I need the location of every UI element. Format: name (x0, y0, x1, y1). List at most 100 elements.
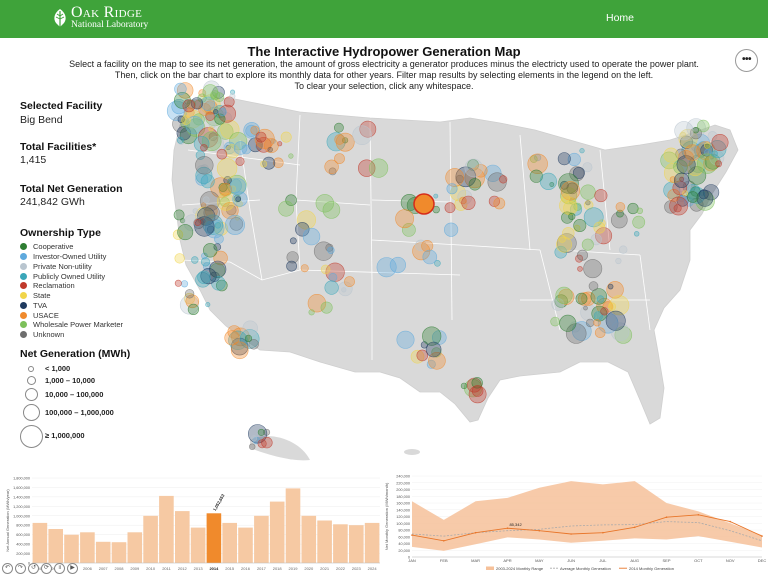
facility-marker[interactable] (177, 224, 194, 241)
facility-marker[interactable] (692, 126, 699, 134)
redo-icon[interactable]: ↷ (15, 563, 26, 574)
pause-icon[interactable]: ॥ (54, 563, 65, 574)
facility-marker[interactable] (224, 330, 240, 346)
facility-marker[interactable] (214, 92, 225, 103)
facility-marker[interactable] (673, 204, 682, 213)
facility-marker[interactable] (632, 215, 646, 229)
facility-marker[interactable] (460, 382, 468, 390)
facility-marker[interactable] (369, 158, 389, 178)
facility-marker[interactable] (598, 219, 606, 227)
facility-marker[interactable] (607, 283, 614, 290)
annual-bar[interactable] (285, 488, 301, 563)
facility-marker[interactable] (200, 257, 211, 267)
facility-marker[interactable] (223, 96, 235, 108)
facility-marker[interactable] (609, 295, 630, 316)
facility-marker[interactable] (197, 270, 211, 284)
facility-marker[interactable] (576, 249, 588, 261)
facility-marker[interactable] (696, 153, 718, 174)
annual-bar[interactable] (143, 515, 158, 563)
facility-marker[interactable] (444, 222, 459, 237)
facility-marker[interactable] (673, 172, 690, 189)
facility-marker[interactable] (209, 260, 227, 278)
facility-marker[interactable] (618, 245, 628, 254)
ownership-legend-item[interactable]: Wholesale Power Marketer (20, 320, 123, 330)
facility-marker[interactable] (230, 89, 236, 95)
annual-bar[interactable] (317, 520, 332, 564)
facility-marker[interactable] (288, 153, 294, 159)
facility-marker[interactable] (559, 314, 577, 332)
facility-marker[interactable] (229, 93, 236, 100)
facility-marker[interactable] (174, 253, 185, 264)
facility-marker[interactable] (334, 134, 345, 145)
size-legend-circle-2[interactable] (27, 376, 36, 385)
facility-marker[interactable] (446, 183, 458, 195)
annual-bar[interactable] (127, 532, 143, 563)
facility-marker[interactable] (255, 131, 267, 143)
ornl-logo[interactable]: Oak Ridge National Laboratory (52, 5, 148, 31)
selected-facility-marker[interactable] (413, 193, 435, 215)
facility-marker[interactable] (197, 93, 207, 103)
facility-marker[interactable] (295, 222, 310, 237)
facility-marker[interactable] (674, 121, 694, 141)
annual-bar[interactable] (111, 542, 127, 563)
facility-marker[interactable] (610, 322, 630, 342)
size-legend-circle-3[interactable] (25, 388, 38, 401)
facility-marker[interactable] (205, 219, 225, 239)
facility-marker[interactable] (278, 200, 294, 217)
facility-marker[interactable] (703, 142, 711, 149)
facility-marker[interactable] (200, 96, 215, 111)
facility-marker[interactable] (286, 251, 299, 264)
facility-marker[interactable] (697, 119, 710, 133)
facility-marker[interactable] (195, 156, 214, 175)
year-monthly-point[interactable] (633, 526, 636, 529)
facility-marker[interactable] (533, 154, 542, 162)
annual-bar[interactable] (175, 511, 190, 563)
facility-marker[interactable] (180, 280, 189, 288)
facility-marker[interactable] (606, 281, 624, 299)
facility-marker[interactable] (216, 279, 228, 292)
annual-bar[interactable] (48, 529, 63, 563)
facility-marker[interactable] (579, 148, 585, 154)
year-monthly-line[interactable] (411, 514, 763, 542)
facility-marker[interactable] (194, 219, 202, 227)
facility-marker[interactable] (615, 257, 622, 265)
facility-marker[interactable] (698, 189, 709, 200)
year-monthly-point[interactable] (729, 520, 731, 523)
facility-marker[interactable] (627, 202, 639, 215)
year-monthly-point[interactable] (665, 516, 668, 518)
facility-marker[interactable] (174, 279, 182, 287)
facility-marker[interactable] (571, 321, 592, 341)
annual-bar[interactable] (254, 515, 269, 563)
facility-marker[interactable] (235, 196, 241, 202)
facility-marker[interactable] (581, 238, 594, 251)
revert-icon[interactable]: ↺ (28, 563, 39, 574)
facility-marker[interactable] (206, 225, 215, 234)
monthly-generation-area-chart[interactable]: 0 20,000 40,000 60,000 80,000 100,000 120,000 1… (382, 470, 768, 576)
facility-marker[interactable] (285, 194, 297, 206)
facility-marker[interactable] (320, 301, 333, 314)
facility-marker[interactable] (208, 120, 217, 129)
facility-marker[interactable] (257, 439, 267, 449)
facility-marker[interactable] (669, 196, 689, 216)
facility-marker[interactable] (198, 89, 207, 97)
facility-marker[interactable] (529, 169, 543, 183)
facility-marker[interactable] (250, 435, 258, 442)
facility-marker[interactable] (232, 191, 248, 207)
facility-marker[interactable] (425, 341, 442, 358)
facility-marker[interactable] (422, 249, 438, 265)
facility-marker[interactable] (590, 288, 607, 305)
facility-marker[interactable] (593, 311, 604, 321)
facility-marker[interactable] (663, 147, 679, 163)
facility-marker[interactable] (583, 305, 588, 311)
facility-marker[interactable] (300, 264, 309, 273)
size-legend-circle-4[interactable] (23, 404, 40, 421)
facility-marker[interactable] (335, 132, 355, 152)
facility-marker[interactable] (593, 319, 601, 327)
facility-marker[interactable] (196, 165, 208, 177)
ownership-legend-item[interactable]: Unknown (20, 330, 123, 340)
facility-marker[interactable] (307, 294, 327, 313)
facility-marker[interactable] (324, 280, 339, 295)
annual-bar[interactable] (32, 522, 48, 563)
facility-marker[interactable] (686, 118, 706, 138)
facility-marker[interactable] (192, 208, 199, 214)
